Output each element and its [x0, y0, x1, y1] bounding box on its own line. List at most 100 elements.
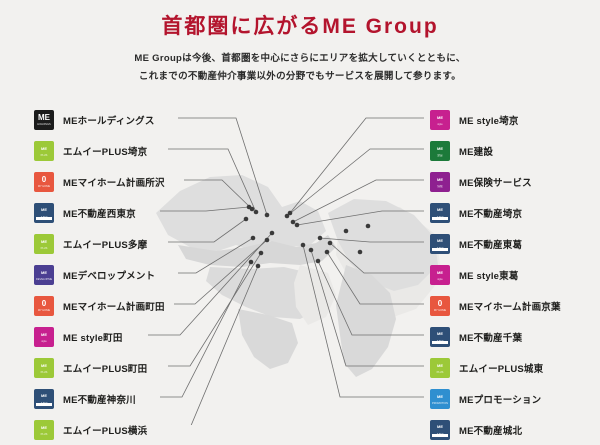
logo-mark: ME [41, 392, 47, 398]
logo-subtext: style [41, 339, 47, 343]
list-item[interactable]: ME style ME style東葛 [430, 259, 598, 290]
company-name-label: ME style町田 [63, 332, 123, 344]
me-plus-joto-logo: ME PLUS [430, 357, 450, 378]
company-name-label: ME不動産千葉 [459, 332, 523, 344]
logo-mark: ME [437, 237, 443, 243]
me-plus-tama-logo: ME PLUS [34, 233, 54, 254]
me-plus-yokohama-logo: ME PLUS [34, 419, 54, 440]
list-item[interactable]: ME PLUS エムイーPLUS城東 [430, 352, 598, 383]
list-item[interactable]: ME 保険 ME保険サービス [430, 166, 598, 197]
list-item[interactable]: ME style ME style町田 [34, 321, 219, 352]
logo-mark: ME [437, 330, 443, 336]
list-item[interactable]: 0 MY HOME MEマイホーム計画京葉 [430, 290, 598, 321]
subtitle-line-1: ME Groupは今後、首都圏を中心にさらにエリアを拡大していくとともに、 [134, 53, 466, 64]
list-item[interactable]: ME 不動産 ME不動産千葉 [430, 321, 598, 352]
me-fudosan-kanagawa-logo: ME 不動産 [34, 388, 54, 409]
me-style-saikyo-logo: ME style [430, 109, 450, 130]
me-myhome-machida-logo: 0 MY HOME [34, 295, 54, 316]
logo-subtext: MY HOME [37, 184, 51, 188]
logo-subtext: style [437, 122, 443, 126]
logo-mark: ME [437, 176, 443, 182]
logo-subtext: MY HOME [433, 308, 447, 312]
list-item[interactable]: ME PLUS エムイーPLUS町田 [34, 352, 219, 383]
logo-mark: ME [41, 145, 47, 151]
me-fudosan-tokatsu-logo: ME 不動産 [430, 233, 450, 254]
logo-mark: ME [437, 114, 443, 120]
left-company-list: ME HOLDINGS MEホールディングス ME PLUS エムイーPLUS埼京 0 MY … [34, 104, 219, 445]
company-name-label: エムイーPLUS多摩 [63, 239, 148, 251]
me-style-machida-logo: ME style [34, 326, 54, 347]
company-name-label: MEマイホーム計画京葉 [459, 301, 561, 313]
me-development-logo: ME DEVELOPMENT [34, 264, 54, 285]
logo-subtext: MY HOME [37, 308, 51, 312]
logo-mark: 0 [41, 298, 47, 308]
company-name-label: ME保険サービス [459, 177, 532, 189]
list-item[interactable]: 0 MY HOME MEマイホーム計画町田 [34, 290, 219, 321]
logo-subtext: 不動産 [436, 339, 444, 343]
company-name-label: MEマイホーム計画所沢 [63, 177, 165, 189]
logo-mark: ME [437, 206, 443, 212]
logo-mark: ME [41, 238, 47, 244]
company-name-label: ME不動産神奈川 [63, 394, 136, 406]
me-fudosan-johoku-logo: ME 不動産 [430, 419, 450, 440]
logo-subtext: 保険 [437, 184, 443, 188]
list-item[interactable]: ME DEVELOPMENT MEデベロップメント [34, 259, 219, 290]
logo-mark: ME [38, 112, 50, 122]
company-name-label: ME建設 [459, 146, 494, 158]
logo-mark: ME [41, 362, 47, 368]
list-item[interactable]: ME 建設 ME建設 [430, 135, 598, 166]
logo-mark: ME [437, 362, 443, 368]
list-item[interactable]: 0 MY HOME MEマイホーム計画所沢 [34, 166, 219, 197]
list-item[interactable]: ME 不動産 ME不動産東葛 [430, 228, 598, 259]
logo-subtext: PROMOTION [432, 401, 448, 405]
logo-subtext: 不動産 [40, 401, 48, 405]
logo-subtext: PLUS [436, 370, 444, 374]
page-title: 首都圏に広がるME Group [161, 15, 439, 38]
me-plus-machida-logo: ME PLUS [34, 357, 54, 378]
logo-subtext: style [437, 277, 443, 281]
logo-subtext: DEVELOPMENT [36, 277, 52, 281]
logo-mark: ME [437, 269, 443, 275]
list-item[interactable]: ME PLUS エムイーPLUS埼京 [34, 135, 219, 166]
me-kensetsu-logo: ME 建設 [430, 140, 450, 161]
company-name-label: エムイーPLUS城東 [459, 363, 544, 375]
me-hoken-service-logo: ME 保険 [430, 171, 450, 192]
logo-mark: 0 [41, 174, 47, 184]
logo-subtext: PLUS [40, 153, 48, 157]
company-name-label: ME style東葛 [459, 270, 519, 282]
logo-subtext: HOLDINGS [37, 122, 51, 126]
logo-subtext: 不動産 [436, 432, 444, 436]
list-item[interactable]: ME HOLDINGS MEホールディングス [34, 104, 219, 135]
list-item[interactable]: ME PLUS エムイーPLUS横浜 [34, 414, 219, 445]
logo-mark: 0 [437, 298, 443, 308]
list-item[interactable]: ME 不動産 ME不動産埼京 [430, 197, 598, 228]
me-fudosan-saikyo-logo: ME 不動産 [430, 202, 450, 223]
logo-subtext: 不動産 [436, 246, 444, 250]
me-plus-saikyo-logo: ME PLUS [34, 140, 54, 161]
logo-subtext: PLUS [40, 246, 48, 250]
list-item[interactable]: ME PLUS エムイーPLUS多摩 [34, 228, 219, 259]
logo-subtext: 不動産 [40, 215, 48, 219]
logo-subtext: 建設 [437, 153, 443, 157]
company-name-label: ME不動産西東京 [63, 208, 136, 220]
list-item[interactable]: ME 不動産 ME不動産城北 [430, 414, 598, 445]
logo-subtext: 不動産 [436, 215, 444, 219]
me-myhome-tokorozawa-logo: 0 MY HOME [34, 171, 54, 192]
logo-mark: ME [437, 423, 443, 429]
list-item[interactable]: ME PROMOTION MEプロモーション [430, 383, 598, 414]
logo-mark: ME [41, 269, 47, 275]
company-name-label: ME不動産東葛 [459, 239, 523, 251]
me-myhome-keiyo-logo: 0 MY HOME [430, 295, 450, 316]
company-name-label: MEデベロップメント [63, 270, 156, 282]
company-name-label: MEプロモーション [459, 394, 542, 406]
logo-subtext: PLUS [40, 370, 48, 374]
logo-mark: ME [437, 145, 443, 151]
company-name-label: エムイーPLUS町田 [63, 363, 148, 375]
list-item[interactable]: ME 不動産 ME不動産神奈川 [34, 383, 219, 414]
list-item[interactable]: ME 不動産 ME不動産西東京 [34, 197, 219, 228]
company-name-label: ME style埼京 [459, 115, 519, 127]
list-item[interactable]: ME style ME style埼京 [430, 104, 598, 135]
company-name-label: MEマイホーム計画町田 [63, 301, 165, 313]
company-name-label: ME不動産埼京 [459, 208, 523, 220]
me-promotion-logo: ME PROMOTION [430, 388, 450, 409]
